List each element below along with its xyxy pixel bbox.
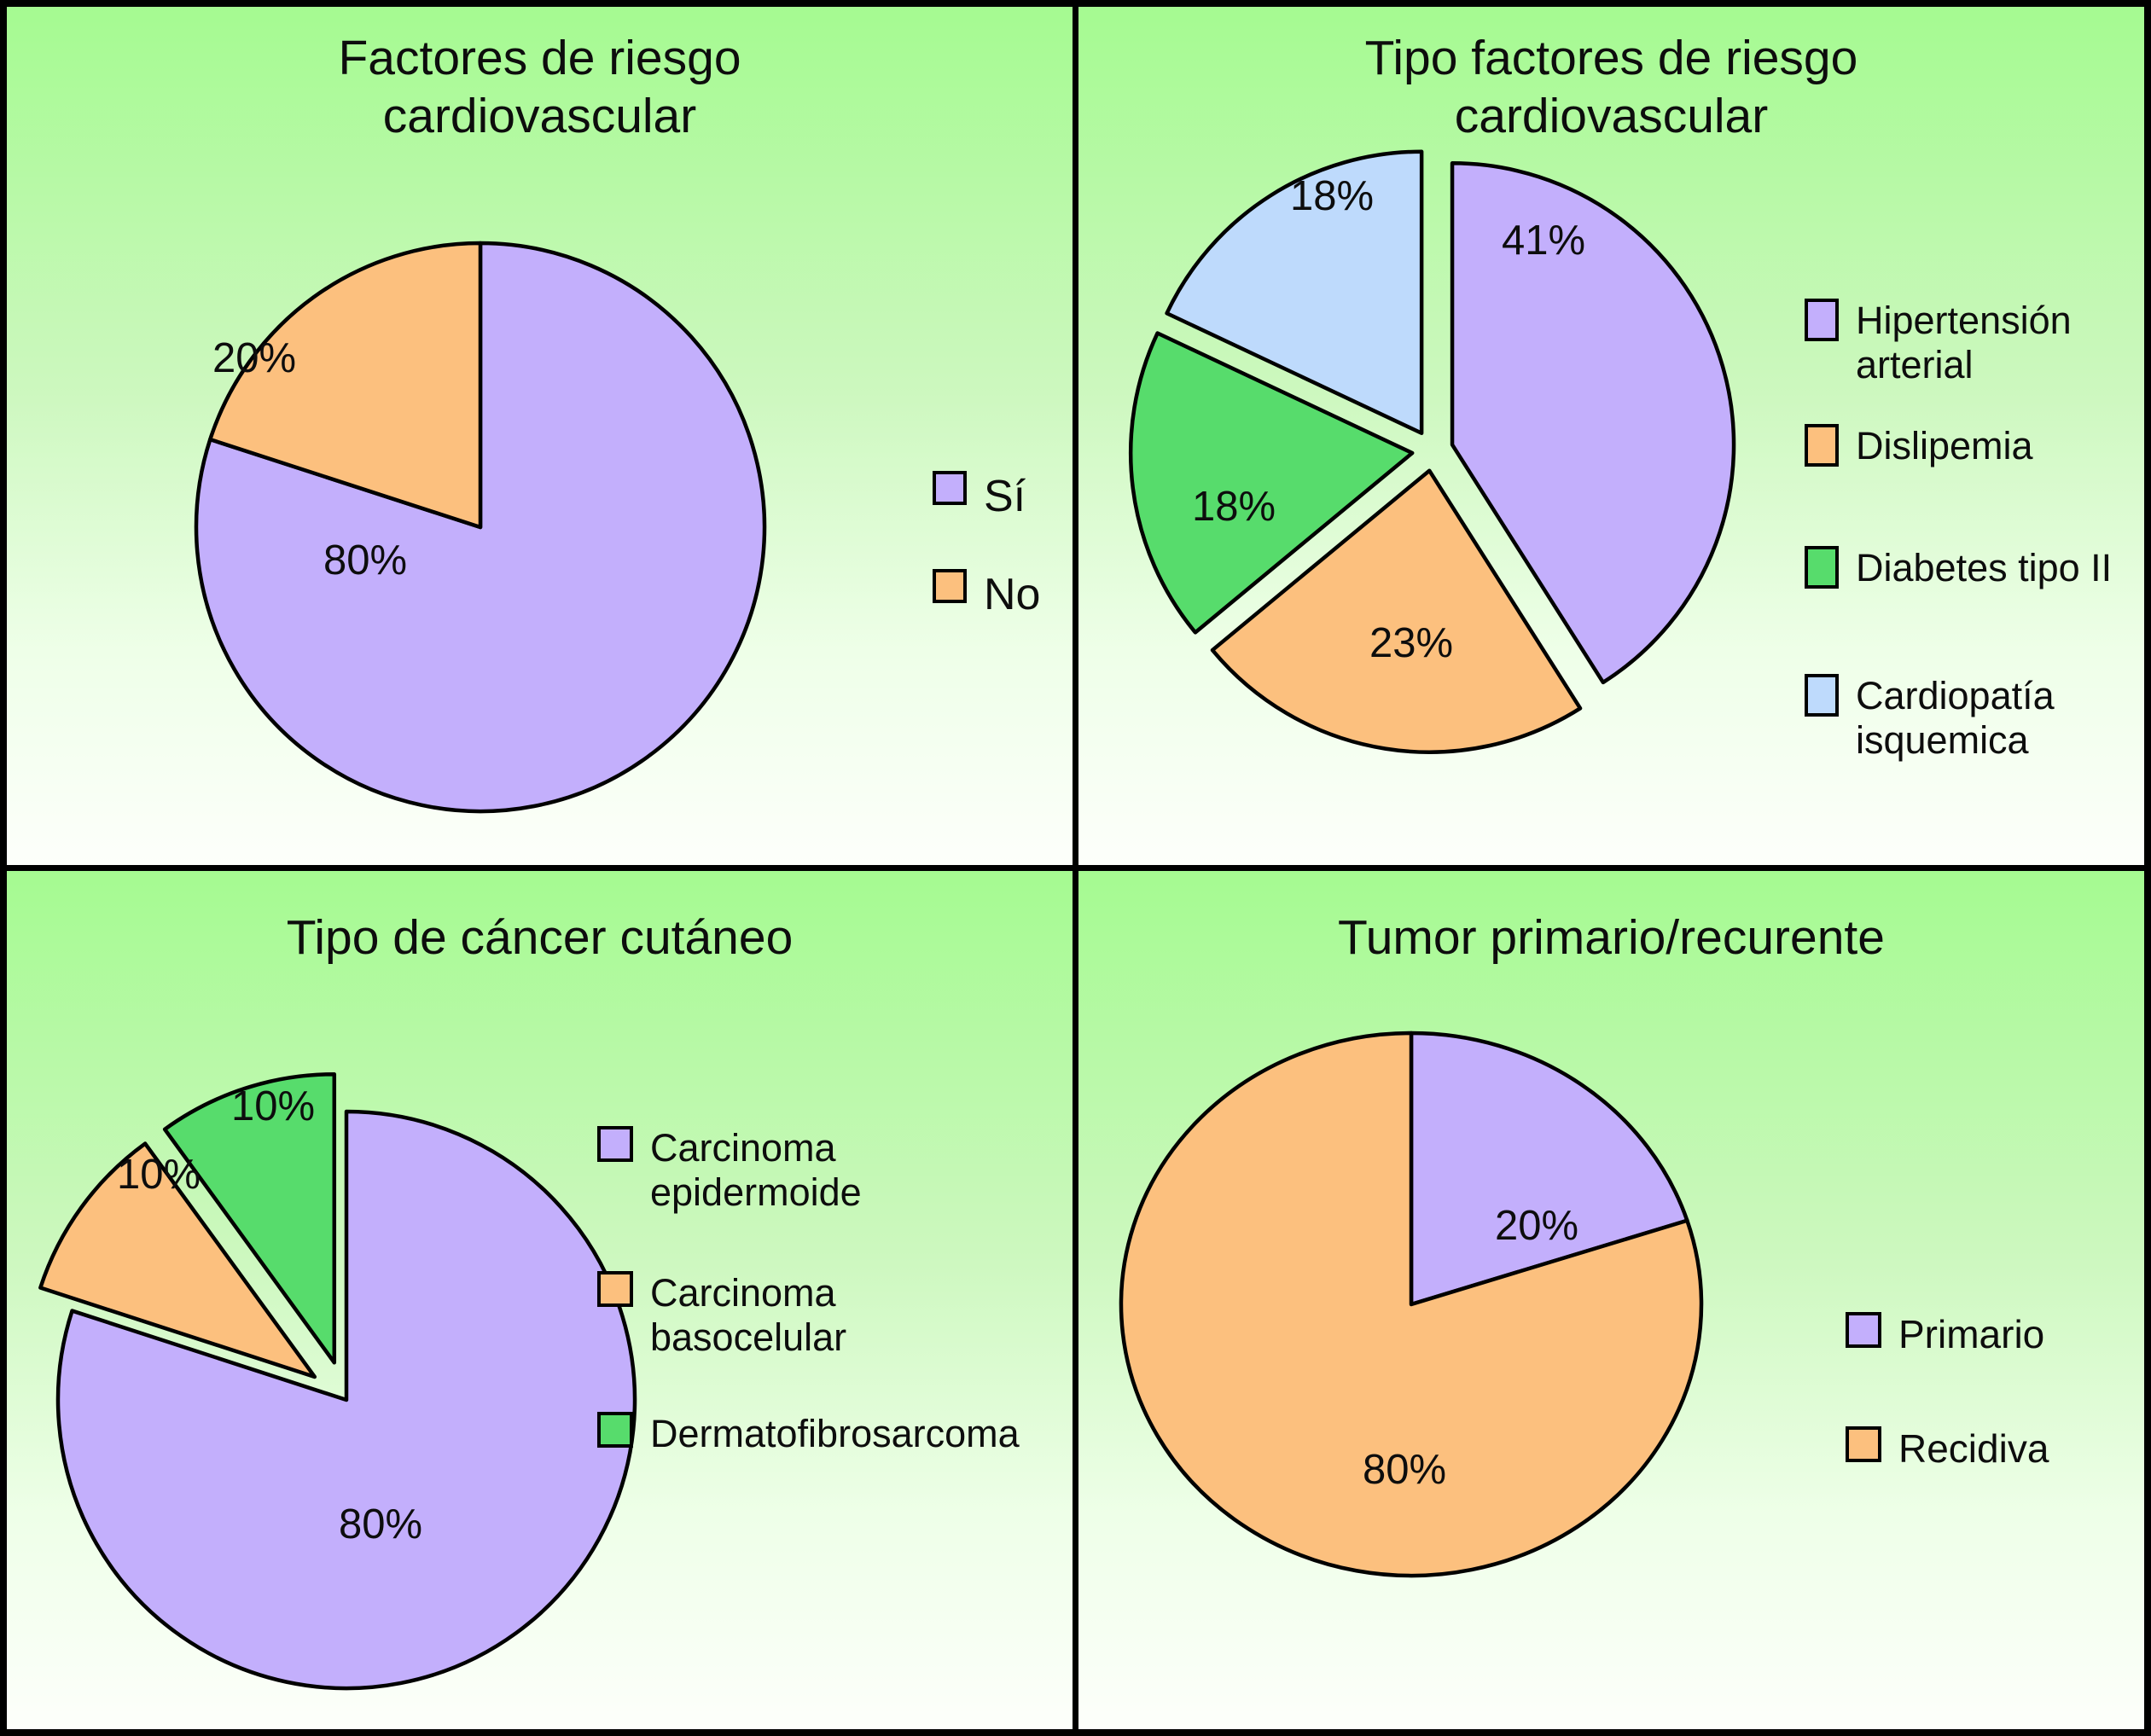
page-title: Factores de riesgo cardiovascular xyxy=(7,29,1073,146)
legend-label: No xyxy=(984,570,1041,619)
legend-item: Primario xyxy=(1846,1312,2044,1357)
legend-label: Dislipemia xyxy=(1856,424,2033,467)
pie-percent-label: 80% xyxy=(1363,1447,1446,1493)
pie-slice xyxy=(1165,149,1424,435)
legend-item: Dislipemia xyxy=(1805,424,2033,468)
legend-swatch xyxy=(1846,1426,1881,1462)
legend-swatch xyxy=(1846,1312,1881,1348)
pie-percent-label: 10% xyxy=(231,1083,315,1129)
page-title: Tipo de cáncer cutáneo xyxy=(7,909,1073,967)
pie-percent-label: 20% xyxy=(212,335,296,381)
legend-label: Dermatofibrosarcoma xyxy=(650,1412,1020,1455)
legend-label: Sí xyxy=(984,472,1026,521)
legend-item: Carcinoma basocelular xyxy=(597,1271,846,1360)
legend-item: Dermatofibrosarcoma xyxy=(597,1412,1020,1456)
legend-swatch xyxy=(933,471,967,505)
panel-tipo-cancer-cutaneo: Tipo de cáncer cutáneo 80% 10% 10% Carcino… xyxy=(7,871,1073,1729)
title-line: cardiovascular xyxy=(382,89,697,144)
page-title: Tipo factores de riesgo cardiovascular xyxy=(1078,29,2144,146)
pie-percent-label: 23% xyxy=(1369,620,1453,666)
legend-swatch xyxy=(1805,424,1839,467)
pie-slice xyxy=(162,1072,337,1365)
legend-label: Carcinoma epidermoide xyxy=(650,1126,862,1215)
legend-label: Primario xyxy=(1898,1312,2045,1356)
legend-item: Cardiopatía isquemica xyxy=(1805,674,2055,763)
pie-slice xyxy=(1210,468,1583,754)
pie-slice xyxy=(208,241,483,530)
pie-chart-tipo-factores-riesgo: 41% 23% 18% 18% xyxy=(1128,149,1736,754)
legend-swatch xyxy=(1805,546,1839,589)
legend-label: Hipertensión arterial xyxy=(1856,299,2072,387)
pie-percent-label: 80% xyxy=(339,1501,422,1547)
legend-swatch xyxy=(1805,674,1839,717)
panel-factores-riesgo: Factores de riesgo cardiovascular 80% 20%… xyxy=(7,7,1073,865)
panel-tumor-primario-recurente: Tumor primario/recurente 20% 80% Primario… xyxy=(1078,871,2144,1729)
pie-slice xyxy=(1128,331,1415,635)
legend-item: Diabetes tipo II xyxy=(1805,546,2112,590)
legend-item: Sí xyxy=(933,471,1026,522)
legend-label: Recidiva xyxy=(1898,1426,2049,1471)
pie-chart-tipo-cancer-cutaneo: 80% 10% 10% xyxy=(38,1072,637,1691)
title-line: Tipo de cáncer cutáneo xyxy=(286,910,794,965)
legend-swatch xyxy=(1805,299,1839,341)
title-line: Factores de riesgo xyxy=(338,31,741,85)
pie-slice xyxy=(38,1141,317,1379)
page-title: Tumor primario/recurente xyxy=(1078,909,2144,967)
legend-item: Carcinoma epidermoide xyxy=(597,1126,862,1215)
pie-percent-label: 10% xyxy=(117,1152,201,1198)
legend-label: Diabetes tipo II xyxy=(1856,546,2113,589)
pie-percent-label: 80% xyxy=(323,537,407,584)
legend-label: Cardiopatía isquemica xyxy=(1856,674,2055,763)
pie-slice xyxy=(1409,1031,1689,1307)
pie-chart-factores-riesgo: 80% 20% xyxy=(194,241,767,814)
legend-item: Recidiva xyxy=(1846,1426,2049,1472)
pie-percent-label: 20% xyxy=(1495,1203,1578,1249)
legend-swatch xyxy=(597,1271,633,1307)
legend-swatch xyxy=(597,1412,633,1448)
pie-slice xyxy=(194,241,767,814)
pie-percent-label: 18% xyxy=(1290,173,1374,219)
title-line: Tumor primario/recurente xyxy=(1338,910,1885,965)
pie-slice xyxy=(55,1109,637,1691)
pie-slice xyxy=(1450,161,1736,685)
pie-percent-label: 41% xyxy=(1502,218,1585,264)
legend-label: Carcinoma basocelular xyxy=(650,1271,847,1360)
title-line: cardiovascular xyxy=(1454,89,1769,144)
pie-chart-tumor-primario-recurente: 20% 80% xyxy=(1119,1031,1704,1578)
pie-percent-label: 18% xyxy=(1192,484,1276,530)
title-line: Tipo factores de riesgo xyxy=(1364,31,1858,85)
legend-swatch xyxy=(933,569,967,603)
panel-tipo-factores-riesgo: Tipo factores de riesgo cardiovascular 4… xyxy=(1078,7,2144,865)
legend-item: No xyxy=(933,569,1040,620)
legend-item: Hipertensión arterial xyxy=(1805,299,2072,387)
pie-slice xyxy=(1119,1031,1704,1578)
legend-swatch xyxy=(597,1126,633,1162)
